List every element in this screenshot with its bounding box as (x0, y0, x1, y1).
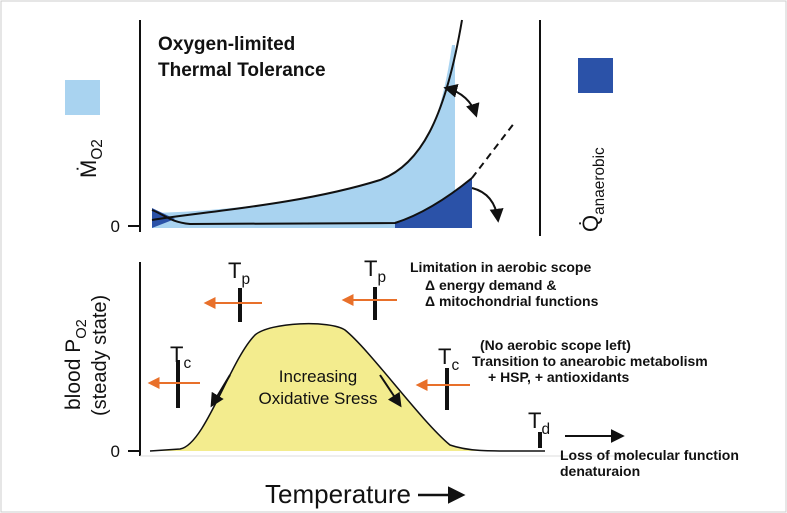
note: Limitation in aerobic scope (410, 259, 591, 275)
threshold-label: Tc (438, 344, 459, 374)
note: (No aerobic scope left) (480, 337, 631, 353)
dashed-extension (471, 121, 516, 179)
title: Thermal Tolerance (158, 60, 326, 81)
note: Δ mitochondrial functions (425, 293, 599, 309)
note: Loss of molecular function (560, 447, 739, 463)
anaerobic-curve (151, 177, 473, 226)
legend-swatch (65, 80, 100, 115)
arrow (471, 187, 504, 223)
center-text: Increasing (279, 367, 357, 386)
arrow (443, 83, 480, 118)
note: Transition to anearobic metabolism (472, 353, 708, 369)
threshold-label: Tc (170, 342, 191, 372)
right-label: Q̇anaerobic (578, 147, 608, 232)
top-panel: Oxygen-limited Thermal Tolerance 0 ṀO2 Q… (65, 19, 613, 236)
zero-label: 0 (111, 442, 120, 461)
note: Δ energy demand & (425, 277, 556, 293)
threshold-label: Tp (364, 256, 386, 286)
note: denaturaion (560, 463, 640, 479)
title: Oxygen-limited (158, 34, 295, 55)
legend-swatch (578, 58, 613, 93)
aerobic-curve (151, 19, 463, 221)
arrow (379, 374, 402, 408)
threshold-label: Td (528, 408, 550, 438)
arrow (210, 374, 231, 408)
center-text: Oxidative Sress (258, 389, 377, 408)
y-label: ṀO2 (76, 139, 106, 178)
aerobic-area (152, 45, 455, 228)
bottom-panel: Increasing Oxidative Sress Tp Tp Tc Tc T… (62, 256, 739, 509)
note: + HSP, + antioxidants (488, 369, 630, 385)
y-label: blood PO2 (62, 319, 90, 410)
x-label: Temperature (265, 479, 411, 509)
zero-label: 0 (111, 217, 120, 236)
y-label: (steady state) (89, 295, 111, 416)
threshold-label: Tp (228, 258, 250, 288)
